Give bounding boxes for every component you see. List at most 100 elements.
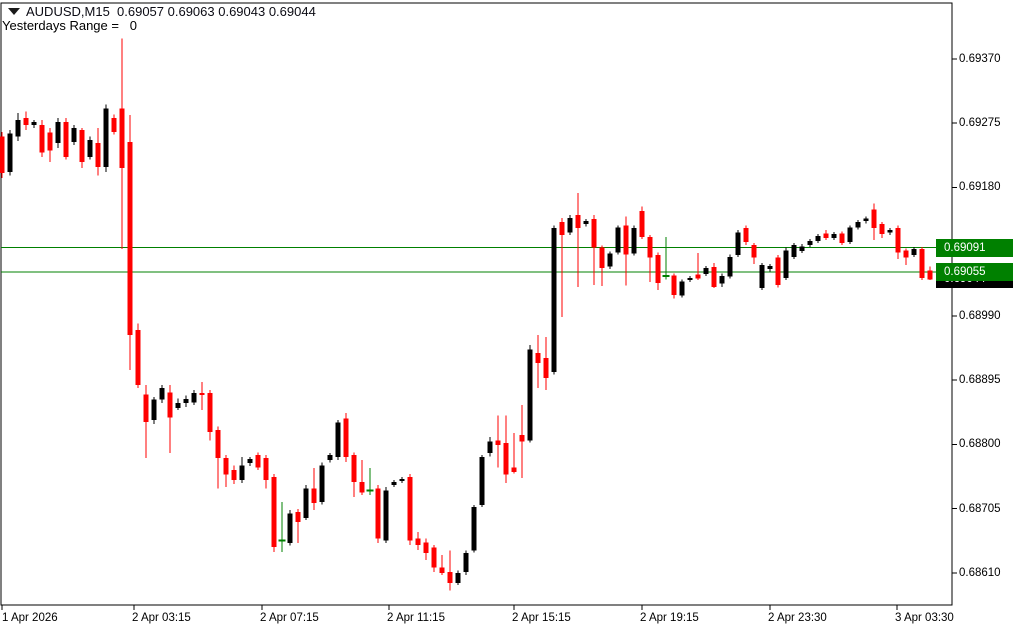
candle-body [71,127,77,143]
candle [55,117,61,149]
candle [39,119,45,158]
candle-body [807,240,813,245]
x-axis-label: 2 Apr 19:15 [640,612,699,624]
candle-body [623,225,629,255]
candle-body [559,221,565,235]
candle [119,38,125,249]
candle-body [575,215,581,228]
candle [199,382,205,410]
candle [479,455,485,508]
candle [847,225,853,245]
candle [887,228,893,235]
y-axis-label: 0.69370 [959,53,1001,65]
candle [679,279,685,298]
candle [703,265,709,276]
candle-body [671,275,677,295]
candle [751,242,757,264]
y-axis-label: 0.69180 [959,181,1001,194]
candle [399,476,405,483]
candle-body [127,142,133,335]
candle [359,459,365,496]
candle-body [767,265,773,270]
candle [543,336,549,391]
candle-body [775,257,781,285]
candle [127,115,133,370]
candle-body [583,221,589,224]
candle [311,467,317,510]
candle-body [359,482,365,493]
candle-body [23,117,29,126]
candle-body [719,275,725,284]
candle [495,415,501,468]
candle-body [383,490,389,541]
candle [831,232,837,241]
candle [7,129,13,176]
candle [767,263,773,272]
candle [191,390,197,406]
candle-body [815,236,821,241]
x-axis-label: 1 Apr 2026 [2,612,58,624]
candle-body [503,442,509,475]
candle-body [183,399,189,404]
candle [87,136,93,160]
candle [662,236,670,280]
candle [535,334,541,389]
candle-body [191,392,197,403]
candle-body [439,567,445,573]
candle [247,457,253,466]
candle-body [487,441,493,454]
candle [143,384,149,458]
candle-body [319,465,325,502]
candle [407,474,413,546]
candle [383,486,389,544]
candle [15,113,21,141]
candle [911,246,917,258]
candle-body [591,219,597,248]
candle [391,480,397,487]
candle [223,455,229,487]
candle [879,221,885,239]
candle-body [551,228,557,372]
candle-body [263,457,269,481]
candle-body [119,108,125,168]
candle [471,505,477,553]
y-axis-label: 0.68895 [959,374,1001,387]
candle-body [255,455,261,468]
candle-body [863,218,869,222]
candle [855,219,861,230]
candle [927,266,933,281]
candle [31,119,37,128]
candle-body [711,267,717,287]
triangle-down-icon[interactable] [8,8,20,15]
candle-body [167,392,173,418]
level-price-badge-upper: 0.69091 [936,238,1013,257]
candle [823,230,829,241]
candle-body [335,422,341,458]
candle-body [839,233,845,243]
candle-body [151,399,157,420]
horizontal-level-lines[interactable] [1,247,952,273]
candle-body [79,129,85,162]
candle-body [615,227,621,253]
candle [207,390,213,441]
candle-body [735,232,741,256]
candle-body [751,244,757,258]
candle-body [543,357,549,379]
y-axis-label: 0.68800 [959,438,1001,451]
candle-body [687,278,693,281]
candle [23,111,29,130]
candle-body [527,349,533,441]
candle [735,230,741,258]
candle-body [511,467,517,473]
candle [583,219,589,227]
candle-body [343,418,349,458]
candle [511,432,517,474]
candle-body [519,434,525,442]
candle-body [455,572,461,583]
candle [63,117,69,160]
y-axis-label: 0.68990 [959,309,1001,322]
candle [759,263,765,291]
candle-body [535,353,541,364]
